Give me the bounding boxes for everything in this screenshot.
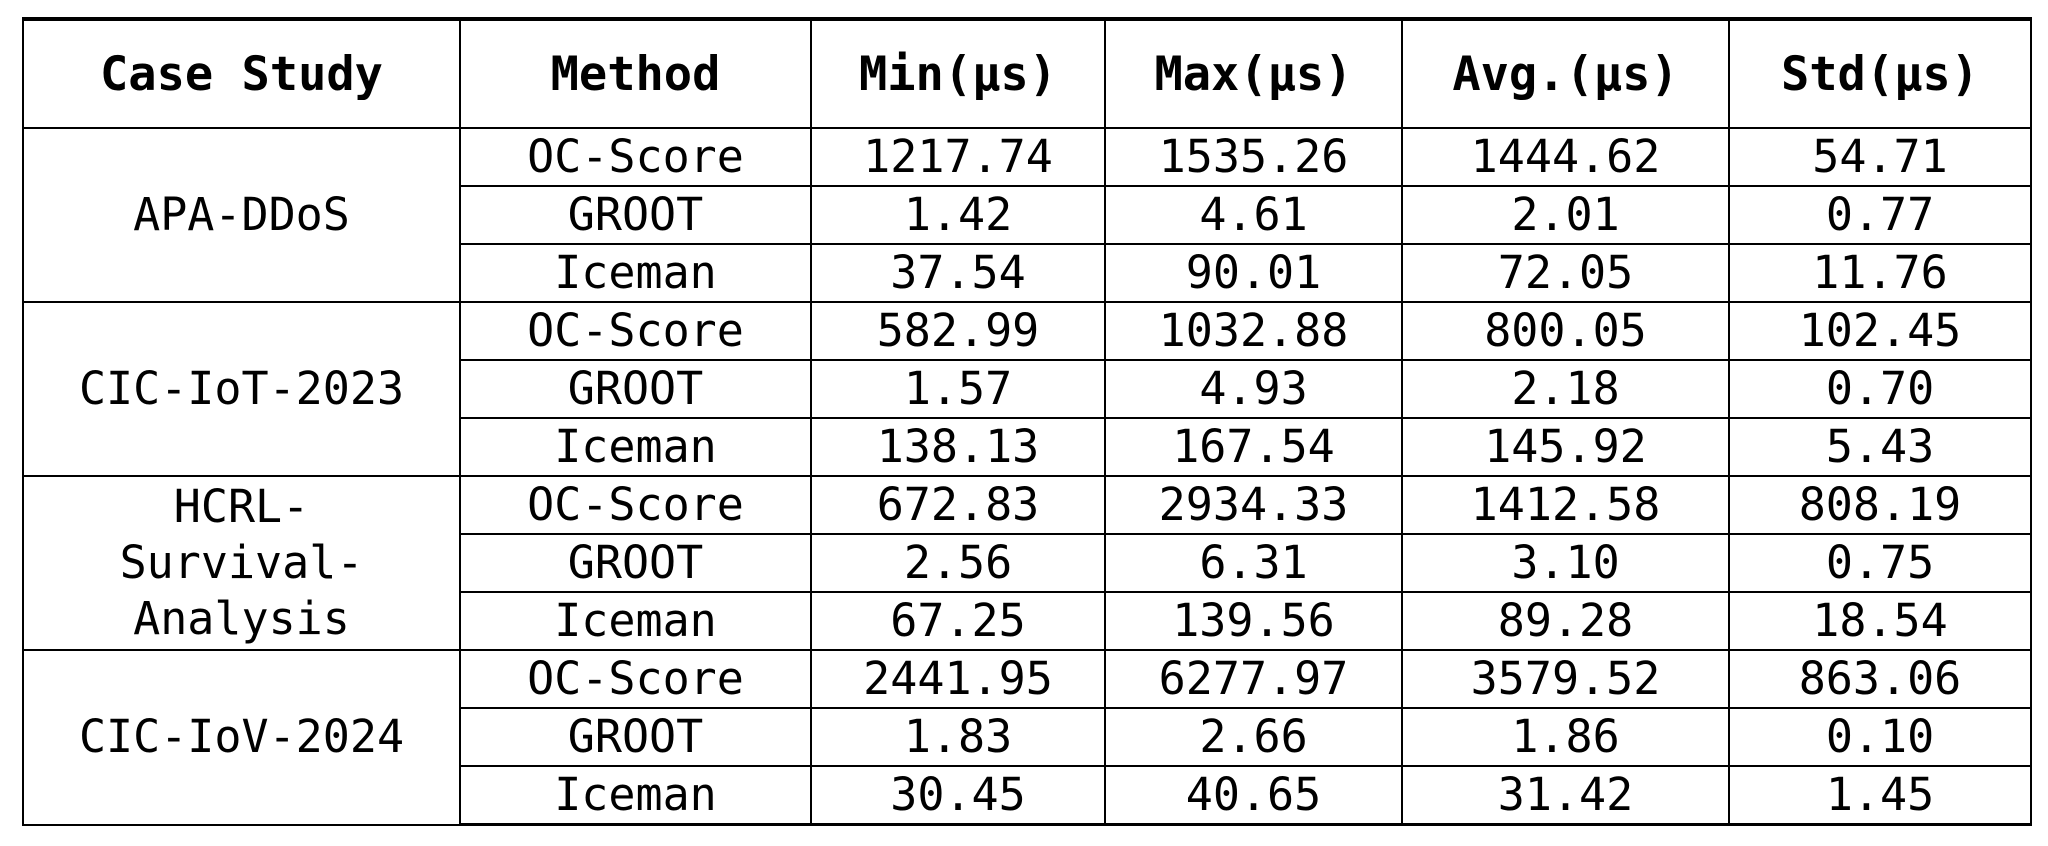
case-study-label: Analysis bbox=[133, 592, 350, 645]
method-cell: GROOT bbox=[459, 707, 812, 767]
max-cell: 1032.88 bbox=[1104, 301, 1403, 361]
results-table: Case Study Method Min(µs) Max(µs) Avg.(µ… bbox=[22, 17, 2032, 826]
table-row: APA-DDoS OC-Score 1217.74 1535.26 1444.62 54.… bbox=[22, 127, 2032, 303]
avg-cell: 3579.52 bbox=[1401, 649, 1730, 709]
case-study-label: APA-DDoS bbox=[133, 188, 350, 241]
avg-cell: 1.86 bbox=[1401, 707, 1730, 767]
table-header: Case Study Method Min(µs) Max(µs) Avg.(µ… bbox=[22, 17, 2032, 129]
table-row: GROOT 1.57 4.93 2.18 0.70 bbox=[23, 359, 2032, 419]
header-case-study: Case Study bbox=[22, 17, 461, 129]
max-cell: 1535.26 bbox=[1104, 127, 1403, 187]
avg-cell: 1412.58 bbox=[1401, 475, 1730, 535]
min-cell: 582.99 bbox=[810, 301, 1106, 361]
avg-cell: 72.05 bbox=[1401, 243, 1730, 303]
method-cell: OC-Score bbox=[459, 301, 812, 361]
max-cell: 90.01 bbox=[1104, 243, 1403, 303]
min-cell: 1.42 bbox=[810, 185, 1106, 245]
std-cell: 102.45 bbox=[1728, 301, 2032, 361]
method-cell: OC-Score bbox=[459, 475, 812, 535]
min-cell: 2441.95 bbox=[810, 649, 1106, 709]
min-cell: 2.56 bbox=[810, 533, 1106, 593]
table-row: Iceman 67.25 139.56 89.28 18.54 bbox=[23, 591, 2032, 651]
table-row: CIC-IoV-2024 OC-Score 2441.95 6277.97 3579.5… bbox=[22, 649, 2032, 826]
case-study-label: HCRL- bbox=[173, 480, 310, 533]
max-cell: 40.65 bbox=[1104, 765, 1403, 826]
min-cell: 1.57 bbox=[810, 359, 1106, 419]
avg-cell: 1444.62 bbox=[1401, 127, 1730, 187]
header-min: Min(µs) bbox=[810, 17, 1106, 129]
table-row: HCRL- Survival- Analysis OC-Score 672.83 2934… bbox=[22, 475, 2032, 651]
avg-cell: 2.01 bbox=[1401, 185, 1730, 245]
avg-cell: 800.05 bbox=[1401, 301, 1730, 361]
std-cell: 0.10 bbox=[1728, 707, 2032, 767]
std-cell: 808.19 bbox=[1728, 475, 2032, 535]
method-cell: GROOT bbox=[459, 533, 812, 593]
std-cell: 863.06 bbox=[1728, 649, 2032, 709]
method-cell: OC-Score bbox=[459, 649, 812, 709]
method-cell: Iceman bbox=[459, 417, 812, 477]
min-cell: 1.83 bbox=[810, 707, 1106, 767]
table-row: Iceman 138.13 167.54 145.92 5.43 bbox=[23, 417, 2032, 477]
method-cell: Iceman bbox=[459, 591, 812, 651]
method-cell: GROOT bbox=[459, 185, 812, 245]
table-row: GROOT 1.42 4.61 2.01 0.77 bbox=[23, 185, 2032, 245]
table-row: GROOT 1.83 2.66 1.86 0.10 bbox=[23, 707, 2032, 767]
min-cell: 138.13 bbox=[810, 417, 1106, 477]
case-study-label: CIC-IoT-2023 bbox=[78, 362, 405, 415]
avg-cell: 31.42 bbox=[1401, 765, 1730, 826]
avg-cell: 89.28 bbox=[1401, 591, 1730, 651]
std-cell: 11.76 bbox=[1728, 243, 2032, 303]
std-cell: 0.70 bbox=[1728, 359, 2032, 419]
min-cell: 30.45 bbox=[810, 765, 1106, 826]
avg-cell: 2.18 bbox=[1401, 359, 1730, 419]
std-cell: 54.71 bbox=[1728, 127, 2032, 187]
table-row: Iceman 30.45 40.65 31.42 1.45 bbox=[23, 765, 2032, 826]
case-study-cell: HCRL- Survival- Analysis bbox=[22, 475, 461, 651]
avg-cell: 3.10 bbox=[1401, 533, 1730, 593]
header-std: Std(µs) bbox=[1728, 17, 2032, 129]
max-cell: 6.31 bbox=[1104, 533, 1403, 593]
method-cell: Iceman bbox=[459, 243, 812, 303]
min-cell: 67.25 bbox=[810, 591, 1106, 651]
min-cell: 1217.74 bbox=[810, 127, 1106, 187]
case-study-label: CIC-IoV-2024 bbox=[78, 710, 405, 764]
case-study-label: Survival- bbox=[119, 536, 364, 589]
case-study-cell: APA-DDoS bbox=[22, 127, 461, 303]
method-cell: OC-Score bbox=[459, 127, 812, 187]
max-cell: 4.93 bbox=[1104, 359, 1403, 419]
method-cell: GROOT bbox=[459, 359, 812, 419]
case-study-cell: CIC-IoV-2024 bbox=[22, 649, 461, 826]
avg-cell: 145.92 bbox=[1401, 417, 1730, 477]
header-method: Method bbox=[459, 17, 812, 129]
header-avg: Avg.(µs) bbox=[1401, 17, 1730, 129]
std-cell: 5.43 bbox=[1728, 417, 2032, 477]
std-cell: 1.45 bbox=[1728, 765, 2032, 826]
min-cell: 672.83 bbox=[810, 475, 1106, 535]
max-cell: 4.61 bbox=[1104, 185, 1403, 245]
std-cell: 0.77 bbox=[1728, 185, 2032, 245]
table-row: Iceman 37.54 90.01 72.05 11.76 bbox=[23, 243, 2032, 303]
table-row: CIC-IoT-2023 OC-Score 582.99 1032.88 800.05 1… bbox=[22, 301, 2032, 477]
max-cell: 139.56 bbox=[1104, 591, 1403, 651]
header-max: Max(µs) bbox=[1104, 17, 1403, 129]
method-cell: Iceman bbox=[459, 765, 812, 826]
max-cell: 167.54 bbox=[1104, 417, 1403, 477]
std-cell: 0.75 bbox=[1728, 533, 2032, 593]
std-cell: 18.54 bbox=[1728, 591, 2032, 651]
max-cell: 2.66 bbox=[1104, 707, 1403, 767]
max-cell: 6277.97 bbox=[1104, 649, 1403, 709]
header-row: Case Study Method Min(µs) Max(µs) Avg.(µ… bbox=[22, 17, 2032, 129]
case-study-cell: CIC-IoT-2023 bbox=[22, 301, 461, 477]
table-body: APA-DDoS OC-Score 1217.74 1535.26 1444.62 54.… bbox=[22, 127, 2032, 826]
table-row: GROOT 2.56 6.31 3.10 0.75 bbox=[23, 533, 2032, 593]
min-cell: 37.54 bbox=[810, 243, 1106, 303]
max-cell: 2934.33 bbox=[1104, 475, 1403, 535]
